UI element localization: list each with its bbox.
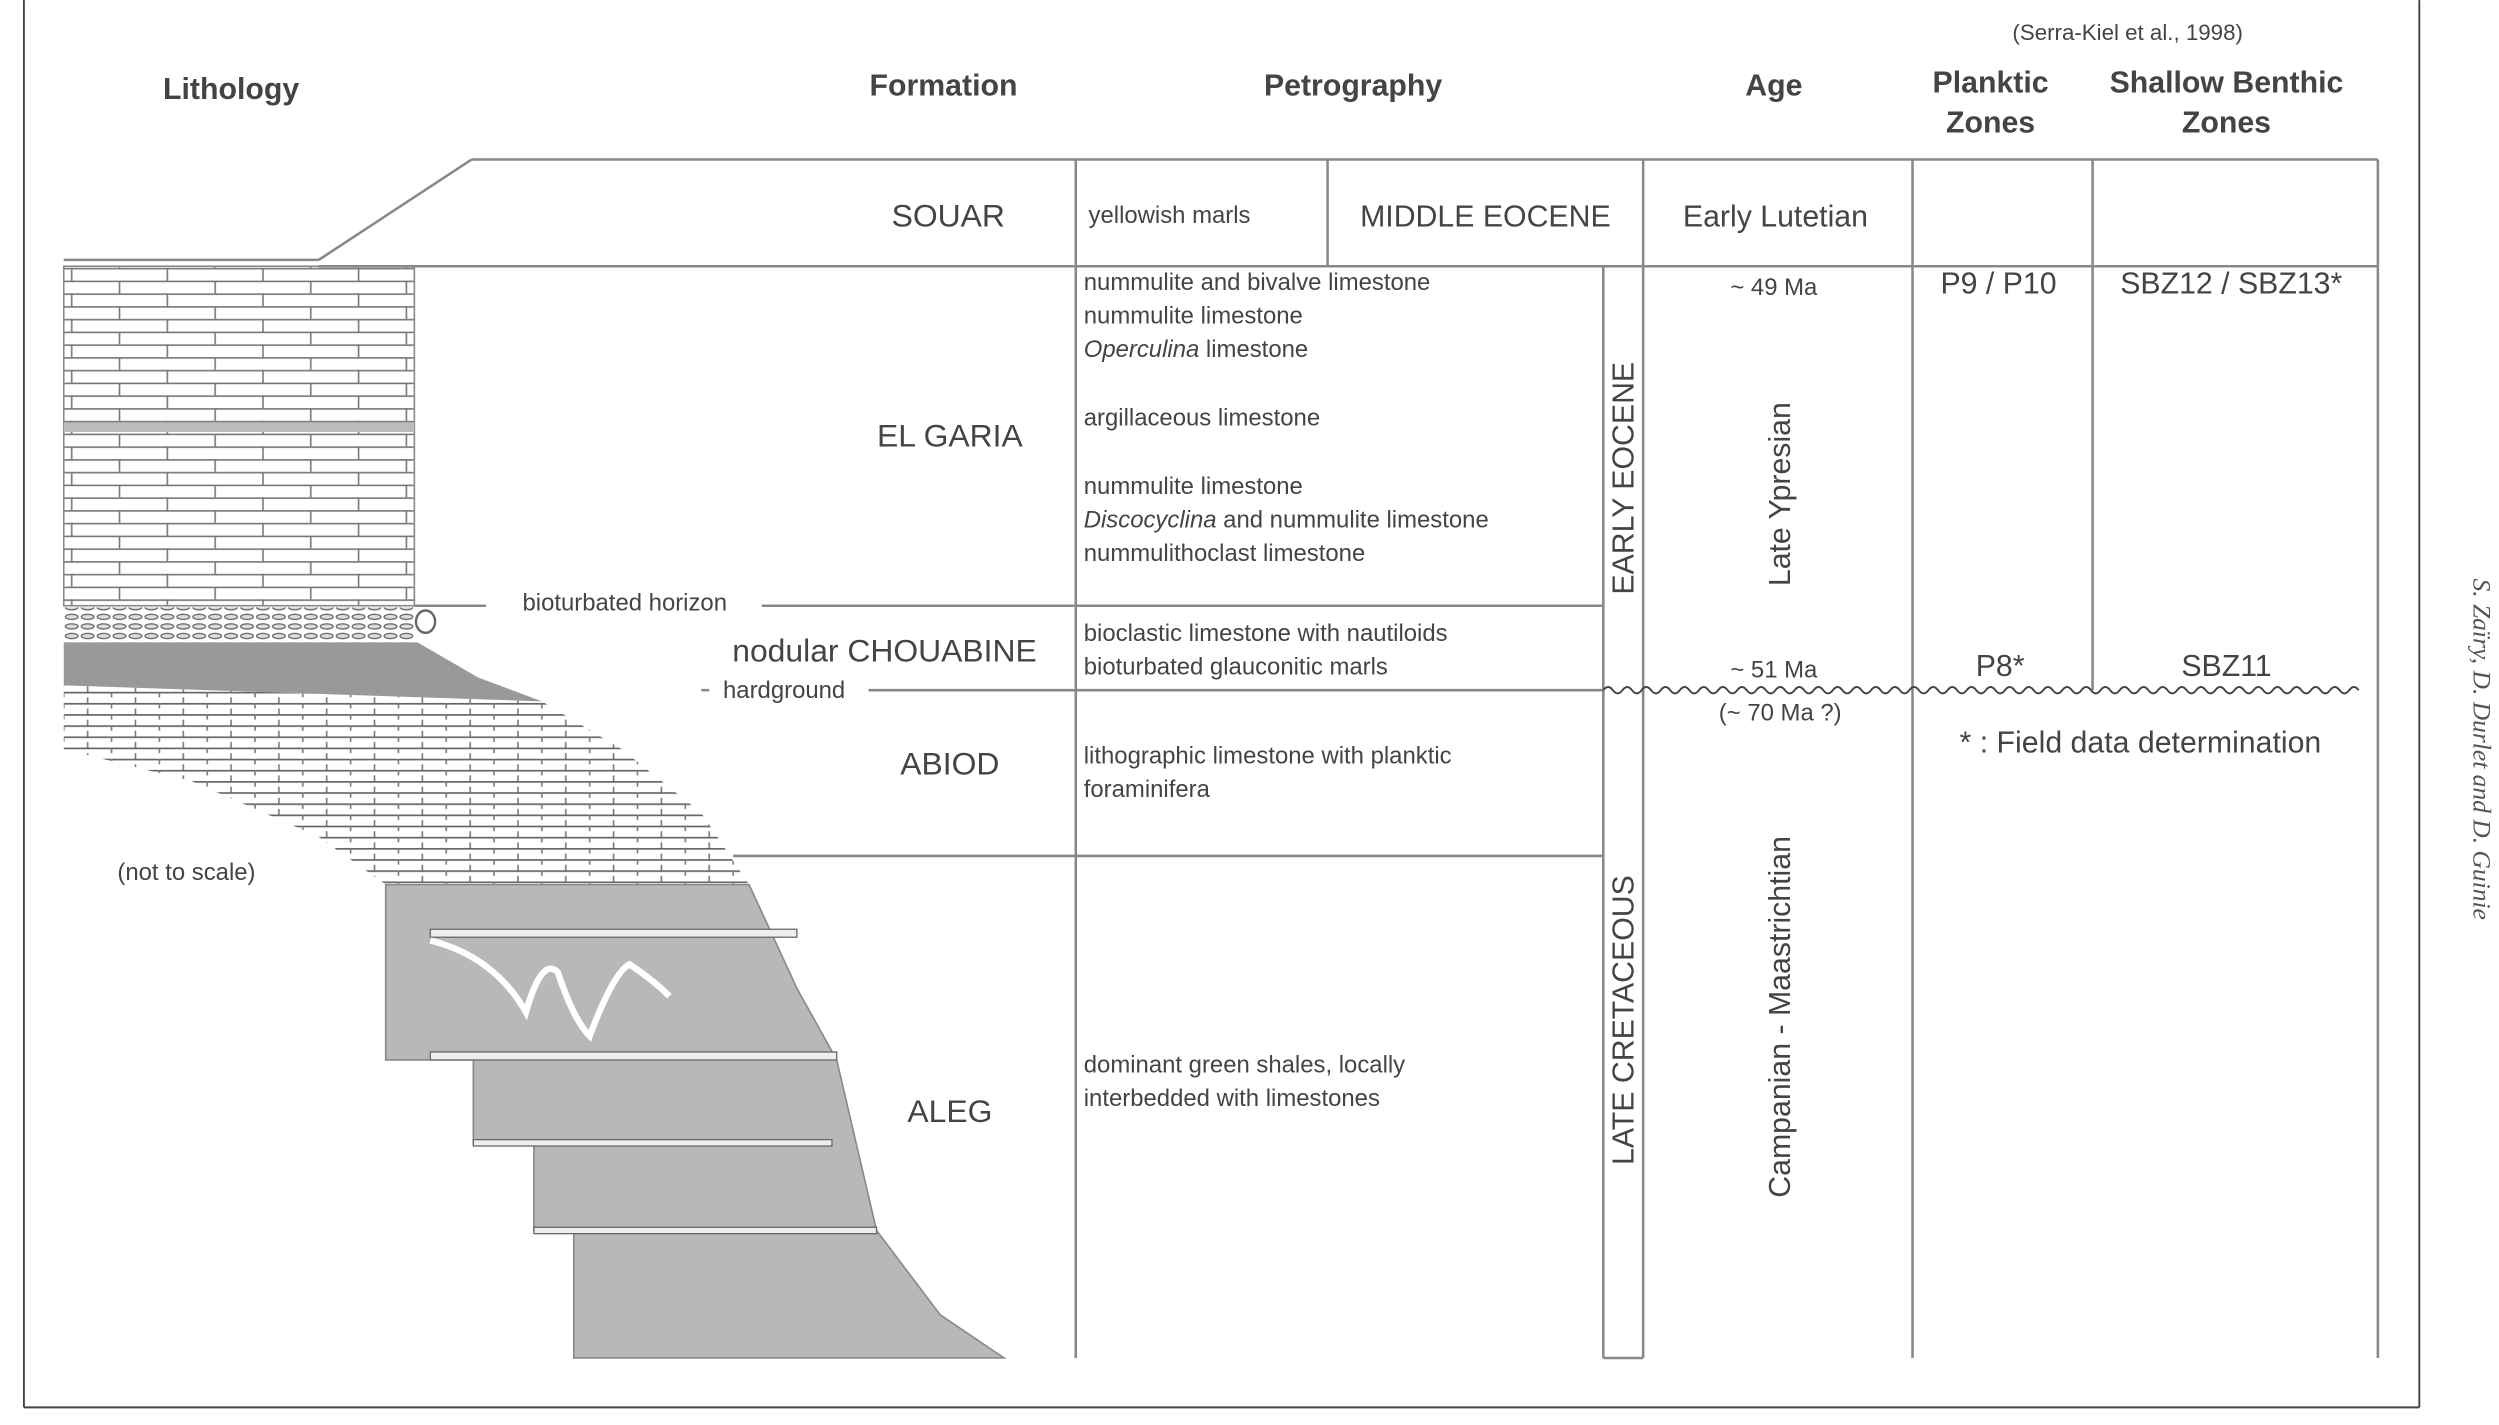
petro-chouabine-2: bioturbated glauconitic marls	[1084, 653, 1388, 680]
petro-line: nummulite and bivalve limestone	[1084, 269, 1431, 296]
epoch-middle-eocene: MIDDLE EOCENE	[1360, 200, 1611, 233]
benthic-zone-lower: SBZ11	[2181, 650, 2271, 683]
frame	[22, 0, 2421, 1409]
age-campanian-maastrichtian: Campanian - Maastrichtian	[1764, 836, 1797, 1198]
el-garia-limestone	[62, 265, 416, 607]
petro-abiod-2: foraminifera	[1084, 776, 1211, 803]
label-bioturbated-horizon: bioturbated horizon	[522, 590, 727, 617]
petro-line: nummulithoclast limestone	[1084, 540, 1366, 567]
footnote-field-data: * : Field data determination	[1960, 726, 2322, 759]
petro-el-garia: nummulite and bivalve limestone nummulit…	[1084, 269, 1489, 567]
age-51ma: ~ 51 Ma	[1730, 656, 1818, 683]
chouabine-nodular-bed	[63, 607, 415, 643]
age-early-lutetian: Early Lutetian	[1683, 200, 1868, 233]
formation-souar: SOUAR	[892, 197, 1005, 233]
petro-chouabine-1: bioclastic limestone with nautiloids	[1084, 620, 1448, 647]
planktic-zone-lower: P8*	[1976, 650, 2025, 683]
benthic-zone-upper: SBZ12 / SBZ13*	[2120, 267, 2342, 300]
header-planktic-1: Planktic	[1933, 67, 2049, 100]
header-reference: (Serra-Kiel et al., 1998)	[2012, 20, 2243, 45]
formation-abiod: ABIOD	[900, 746, 999, 782]
petro-line: Discocyclina and nummulite limestone	[1084, 507, 1489, 534]
table-grid	[63, 158, 2380, 1360]
planktic-zone-upper: P9 / P10	[1941, 267, 2057, 300]
header-benthic-2: Zones	[2182, 106, 2271, 139]
petro-souar: yellowish marls	[1089, 202, 1251, 229]
label-not-to-scale: (not to scale)	[117, 859, 255, 886]
lithology-column	[62, 265, 1007, 1359]
petro-abiod-1: lithographic limestone with planktic	[1084, 743, 1452, 770]
petro-aleg-2: interbedded with limestones	[1084, 1085, 1380, 1112]
header-planktic-2: Zones	[1946, 106, 2035, 139]
aleg-shales	[384, 883, 1007, 1359]
author-credit: S. Zaïry, D. Durlet and D. Guinie	[2468, 578, 2497, 919]
epoch-early-eocene: EARLY EOCENE	[1608, 362, 1641, 595]
slump-fold	[429, 937, 672, 1042]
petro-line: nummulite limestone	[1084, 303, 1303, 330]
formation-aleg: ALEG	[907, 1093, 992, 1129]
petro-aleg-1: dominant green shales, locally	[1084, 1052, 1405, 1079]
petro-line: argillaceous limestone	[1084, 405, 1320, 432]
label-hardground: hardground	[723, 677, 845, 704]
header-benthic-1: Shallow Benthic	[2110, 67, 2344, 100]
header-petrography: Petrography	[1264, 70, 1442, 103]
header-formation: Formation	[870, 70, 1018, 103]
age-70ma: (~ 70 Ma ?)	[1719, 699, 1842, 726]
glauconitic-marls	[63, 642, 542, 702]
header-age: Age	[1745, 70, 1802, 103]
petro-line: nummulite limestone	[1084, 473, 1303, 500]
formation-el-garia: EL GARIA	[877, 417, 1024, 453]
nautiloid-symbol	[414, 609, 437, 635]
epoch-late-cretaceous: LATE CRETACEOUS	[1608, 875, 1641, 1165]
age-late-ypresian: Late Ypresian	[1764, 402, 1797, 586]
formation-chouabine: nodular CHOUABINE	[732, 633, 1037, 669]
age-49ma: ~ 49 Ma	[1730, 274, 1818, 301]
abiod-limestone	[63, 685, 750, 885]
header-lithology: Lithology	[163, 73, 299, 106]
petro-line: Operculina limestone	[1084, 336, 1308, 363]
